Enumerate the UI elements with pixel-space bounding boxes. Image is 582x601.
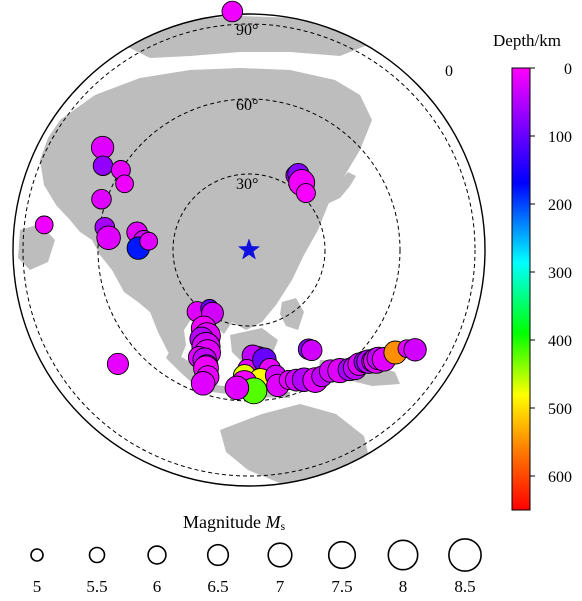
earthquake-event	[106, 352, 129, 375]
magnitude-legend-circle	[206, 543, 230, 567]
magnitude-legend-circle	[147, 545, 167, 565]
landmass-arctic	[126, 16, 370, 58]
magnitude-legend-label: 6	[153, 577, 162, 596]
earthquake-event	[403, 338, 427, 362]
ring-30	[172, 173, 326, 327]
earthquake-event	[96, 225, 121, 250]
colorbar-ramp	[511, 67, 531, 511]
magnitude-legend-circle	[387, 539, 419, 571]
earthquake-event	[139, 231, 159, 251]
landmass-eurasia	[40, 68, 372, 360]
earthquake-event	[91, 188, 112, 210]
colorbar-tick-label: 100	[548, 129, 572, 146]
ring-label-60: 60°	[236, 97, 258, 114]
earthquake-event	[90, 135, 115, 160]
colorbar-tick-label: 0	[564, 61, 572, 78]
landmass-arabia	[18, 224, 55, 270]
earthquake-event	[34, 215, 54, 235]
landmass-japan	[322, 172, 356, 205]
magnitude-legend-label: 6.5	[207, 577, 228, 596]
magnitude-legend-label: 5.5	[86, 577, 107, 596]
colorbar-tick-label: 300	[548, 265, 572, 282]
ring-90	[22, 23, 476, 477]
magnitude-legend-label: 7	[276, 577, 285, 596]
earthquake-event	[221, 0, 244, 23]
magnitude-legend-label: 5	[33, 577, 42, 596]
landmass-philippines	[280, 298, 304, 330]
colorbar-tick-label: 500	[548, 401, 572, 418]
ring-label-90: 90°	[236, 22, 258, 39]
magnitude-legend-label: 7.5	[331, 577, 352, 596]
colorbar-tick-label: 400	[548, 333, 572, 350]
colorbar-tick-label: 200	[548, 197, 572, 214]
earthquake-event	[224, 375, 250, 401]
magnitude-legend-circle	[267, 542, 293, 568]
star-icon	[237, 238, 261, 260]
landmass-australia	[220, 404, 370, 486]
globe-outline	[12, 13, 486, 487]
globe-frame	[12, 13, 486, 487]
earthquake-event	[92, 155, 114, 176]
events-layer	[34, 0, 427, 405]
colorbar-ticks: 0 100 200 300 400 500 600	[530, 61, 572, 486]
earthquake-event	[190, 371, 216, 396]
ring-60	[97, 98, 401, 402]
magnitude-legend-circle	[30, 548, 44, 562]
magnitude-legend-circle	[88, 546, 106, 564]
magnitude-legend-circle	[327, 540, 357, 570]
colorbar-title: Depth/km	[493, 31, 561, 50]
earthquake-event	[300, 339, 323, 362]
magnitude-legend: 5 5.5 6 6.5 7 7.5 8 8.5	[30, 538, 482, 596]
azimuth-label: 0	[445, 63, 453, 80]
earthquake-event	[295, 183, 316, 204]
depth-colorbar: Depth/km 0 100 200 300 400 500 600	[493, 31, 572, 511]
magnitude-legend-label: 8.5	[454, 577, 475, 596]
earthquake-event	[115, 174, 134, 194]
colorbar-tick-label: 600	[548, 469, 572, 486]
magnitude-legend-label: 8	[399, 577, 408, 596]
ring-label-30: 30°	[236, 176, 258, 193]
magnitude-legend-title: Magnitude Ms	[183, 512, 286, 533]
magnitude-legend-circle	[448, 538, 482, 572]
